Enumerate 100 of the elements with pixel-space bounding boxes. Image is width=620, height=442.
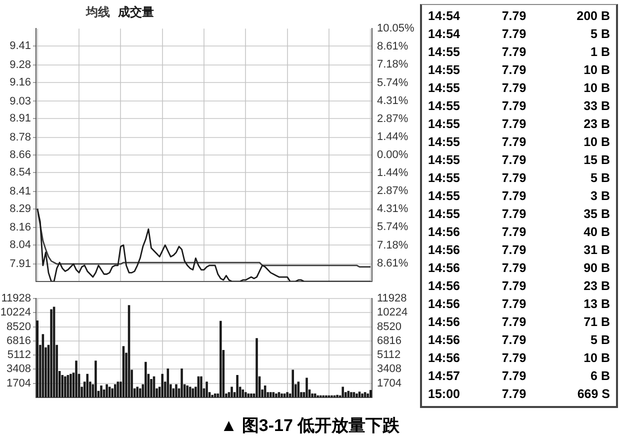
y2-tick-label: 1704 — [377, 377, 402, 390]
y2-tick-label: 1.44% — [377, 167, 408, 180]
y2-tick-label: 5.74% — [377, 221, 408, 234]
y2-tick-label: 8.61% — [377, 257, 408, 270]
text: 14:57 7.79 6 B — [428, 369, 610, 383]
y2-tick-label: 1.44% — [377, 130, 408, 143]
y-tick-label: 11928 — [1, 292, 31, 305]
bar — [161, 374, 164, 398]
text: 14:55 7.79 35 B — [428, 207, 610, 221]
text: 14:54 7.79 5 B — [428, 27, 610, 41]
y-tick-label: 6816 — [6, 334, 31, 347]
text: 14:55 7.79 15 B — [428, 153, 610, 167]
text: 14:56 7.79 13 B — [428, 297, 610, 311]
y-tick-label: 5112 — [7, 349, 31, 362]
bar — [242, 390, 244, 398]
y-tick-label: 8.29 — [10, 202, 31, 215]
y2-tick-label: 2.87% — [377, 185, 408, 198]
text: 14:55 7.79 10 B — [428, 81, 610, 95]
y-tick-label: 8.04 — [10, 239, 31, 252]
bar — [366, 394, 369, 398]
text: 14:56 7.79 23 B — [428, 279, 610, 293]
y2-tick-label: 0.00% — [377, 149, 408, 162]
bar — [236, 375, 238, 398]
y-tick-label: 9.16 — [10, 76, 31, 88]
bar — [342, 386, 344, 398]
y-tick-label: 8520 — [6, 320, 31, 333]
y-tick-label: 9.03 — [10, 95, 31, 108]
bar — [220, 320, 222, 398]
y2-tick-label: 7.18% — [377, 58, 408, 71]
bar — [86, 374, 88, 398]
y2-tick-label: 2.87% — [377, 112, 408, 125]
text: 14:56 7.79 5 B — [428, 333, 610, 347]
bar — [206, 382, 208, 398]
text: 14:55 7.79 23 B — [428, 117, 610, 131]
y2-tick-label: 6816 — [377, 334, 402, 347]
bar — [139, 388, 142, 398]
bar — [292, 370, 294, 398]
y2-tick-label: 3408 — [377, 363, 402, 376]
bar — [350, 392, 352, 398]
y2-tick-label: 5112 — [377, 349, 401, 362]
text: 14:55 7.79 10 B — [428, 63, 610, 77]
y2-tick-label: 7.18% — [377, 239, 408, 252]
y-tick-label: 8.78 — [10, 132, 31, 144]
bar — [64, 376, 66, 398]
bar — [200, 376, 202, 398]
y-tick-label: 8.66 — [10, 149, 31, 162]
text: 14:56 7.79 90 B — [428, 261, 610, 275]
bar — [70, 374, 72, 398]
y-tick-label: 9.28 — [10, 58, 31, 71]
bar — [50, 309, 52, 398]
y2-tick-label: 10224 — [377, 306, 408, 319]
bar — [244, 392, 247, 398]
bar — [275, 394, 278, 398]
y-tick-label: 8.91 — [10, 112, 31, 125]
text: 14:55 7.79 3 B — [428, 189, 610, 203]
text: 14:55 7.79 10 B — [428, 135, 610, 149]
y-tick-label: 8.54 — [10, 166, 31, 178]
text: 14:55 7.79 1 B — [428, 45, 610, 59]
bar — [280, 394, 283, 398]
y-tick-label: 1704 — [6, 377, 31, 390]
text: 14:54 7.79 200 B — [428, 9, 610, 23]
y-tick-label: 9.41 — [10, 40, 31, 52]
bar — [286, 392, 288, 398]
bar — [94, 360, 97, 398]
bar — [144, 362, 147, 398]
bar — [270, 392, 272, 398]
bar — [311, 394, 314, 398]
y2-tick-label: 8520 — [377, 320, 402, 333]
y-tick-label: 8.16 — [10, 222, 31, 234]
y-tick-label: 8.41 — [10, 185, 31, 198]
y-tick-label: 7.91 — [10, 258, 31, 270]
bar — [356, 394, 358, 398]
y2-tick-label: 5.74% — [377, 76, 408, 89]
bar — [256, 338, 258, 398]
text: 14:56 7.79 10 B — [428, 351, 610, 365]
y2-tick-label: 10.05% — [377, 22, 415, 35]
text: 14:55 7.79 33 B — [428, 99, 610, 113]
bar — [100, 385, 102, 398]
bar — [136, 386, 138, 398]
bar — [114, 384, 116, 398]
bar — [111, 388, 114, 398]
bar — [306, 378, 308, 398]
bar — [361, 394, 364, 398]
y-tick-label: 10224 — [0, 306, 31, 319]
bar — [175, 384, 178, 398]
text: 均线 — [86, 4, 110, 20]
bar — [250, 394, 252, 398]
text: 14:56 7.79 31 B — [428, 243, 610, 257]
text: 成交量 — [118, 4, 154, 20]
y-tick-label: 3408 — [6, 363, 31, 376]
y2-tick-label: 4.31% — [377, 94, 408, 107]
text: 14:56 7.79 40 B — [428, 225, 610, 239]
bar — [180, 368, 183, 398]
y2-tick-label: 4.31% — [377, 203, 408, 216]
text: 14:56 7.79 71 B — [428, 315, 610, 329]
text: ▲ 图3-17 低开放量下跌 — [219, 415, 401, 437]
bar — [106, 384, 108, 398]
bar — [75, 360, 78, 398]
bar — [186, 385, 188, 398]
y2-tick-label: 11928 — [377, 292, 407, 305]
